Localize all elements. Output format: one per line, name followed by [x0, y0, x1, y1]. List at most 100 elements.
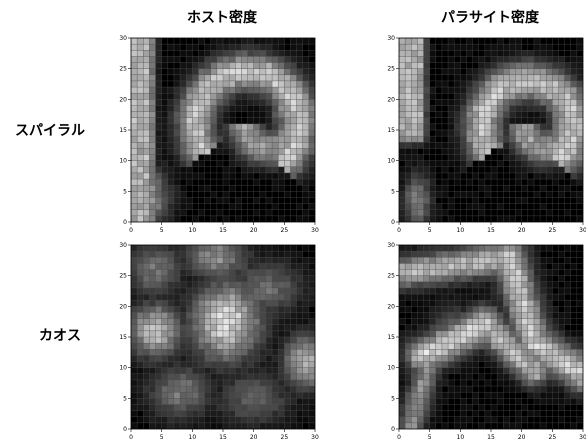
heatmap-cell — [272, 179, 279, 186]
heatmap-cell — [284, 287, 291, 295]
heatmap-cell — [259, 245, 266, 252]
heatmap-cell — [253, 337, 260, 344]
heatmap-cell — [143, 123, 150, 130]
heatmap-cell — [241, 355, 248, 362]
heatmap-cell — [503, 287, 510, 295]
heatmap-cell — [223, 62, 230, 69]
heatmap-cell — [192, 275, 199, 282]
heatmap-cell — [149, 44, 156, 51]
heatmap-cell — [272, 105, 279, 112]
heatmap-cell — [308, 416, 315, 423]
heatmap-cell — [173, 87, 181, 94]
heatmap-cell — [173, 99, 181, 106]
heatmap-cell — [503, 355, 510, 362]
heatmap-cell — [210, 416, 217, 423]
heatmap-cell — [491, 80, 498, 88]
heatmap-cell — [247, 166, 254, 173]
x-tick-label: 0 — [397, 227, 401, 234]
heatmap-cell — [405, 287, 412, 295]
heatmap-cell — [527, 105, 534, 112]
heatmap-cell — [241, 294, 248, 301]
heatmap-cell — [223, 257, 230, 264]
heatmap-cell — [411, 172, 418, 180]
heatmap-cell — [296, 80, 303, 88]
heatmap-cell — [521, 123, 528, 130]
heatmap-cell — [149, 306, 156, 313]
heatmap-cell — [296, 367, 303, 374]
heatmap-cell — [441, 68, 449, 75]
heatmap-cell — [466, 287, 473, 295]
heatmap-cell — [405, 251, 412, 258]
heatmap-cell — [198, 287, 205, 295]
heatmap-cell — [503, 44, 510, 51]
heatmap-cell — [466, 251, 473, 258]
heatmap-cell — [265, 68, 273, 75]
heatmap-cell — [546, 44, 553, 51]
heatmap-cell — [441, 281, 449, 288]
x-tick-label: 15 — [487, 434, 495, 441]
heatmap-cell — [278, 386, 285, 393]
heatmap-cell — [296, 318, 303, 325]
heatmap-cell — [229, 160, 236, 167]
heatmap-cell — [204, 185, 211, 192]
heatmap-cell — [210, 392, 217, 399]
heatmap-cell — [405, 306, 412, 313]
heatmap-cell — [527, 324, 534, 331]
heatmap-cell — [161, 404, 168, 411]
heatmap-cell — [448, 197, 455, 204]
heatmap-cell — [149, 398, 156, 405]
heatmap-cell — [155, 245, 162, 252]
heatmap-cell — [411, 62, 418, 69]
heatmap-cell — [210, 404, 217, 411]
heatmap-cell — [296, 269, 303, 276]
heatmap-cell — [302, 300, 309, 307]
heatmap-cell — [229, 166, 236, 173]
heatmap-cell — [278, 62, 285, 69]
heatmap-cell — [576, 93, 583, 100]
heatmap-cell — [186, 355, 193, 362]
heatmap-cell — [558, 99, 565, 106]
heatmap-cell — [253, 355, 260, 362]
heatmap-cell — [259, 330, 266, 337]
heatmap-cell — [454, 68, 461, 75]
heatmap-cell — [137, 154, 144, 161]
y-tick-label: 15 — [387, 334, 395, 341]
heatmap-cell — [411, 166, 418, 173]
heatmap-cell — [241, 80, 248, 88]
heatmap-cell — [527, 294, 534, 301]
heatmap-cell — [454, 166, 461, 173]
heatmap-cell — [186, 379, 193, 387]
heatmap-cell — [259, 172, 266, 180]
heatmap-cell — [405, 349, 412, 356]
heatmap-cell — [290, 142, 297, 149]
heatmap-cell — [223, 56, 230, 63]
heatmap-cell — [411, 209, 418, 216]
heatmap-cell — [521, 275, 528, 282]
heatmap-cell — [173, 44, 181, 51]
heatmap-cell — [155, 410, 162, 417]
heatmap-cell — [472, 172, 479, 180]
heatmap-cell — [229, 105, 236, 112]
heatmap-cell — [137, 392, 144, 399]
heatmap-cell — [497, 215, 504, 222]
heatmap-cell — [564, 117, 571, 124]
heatmap-cell — [235, 398, 242, 405]
heatmap-cell — [204, 287, 211, 295]
heatmap-cell — [576, 142, 583, 149]
heatmap-cell — [216, 312, 223, 319]
heatmap-cell — [284, 367, 291, 374]
heatmap-cell — [441, 349, 449, 356]
heatmap-cell — [429, 398, 436, 405]
heatmap-cell — [284, 263, 291, 270]
heatmap-cell — [460, 416, 467, 423]
heatmap-cell — [155, 379, 162, 387]
heatmap-cell — [253, 294, 260, 301]
heatmap-cell — [441, 166, 449, 173]
heatmap-cell — [186, 203, 193, 210]
heatmap-cell — [417, 44, 424, 51]
heatmap-cell — [253, 410, 260, 417]
heatmap-cell — [149, 349, 156, 356]
heatmap-cell — [552, 160, 559, 167]
heatmap-cell — [411, 330, 418, 337]
